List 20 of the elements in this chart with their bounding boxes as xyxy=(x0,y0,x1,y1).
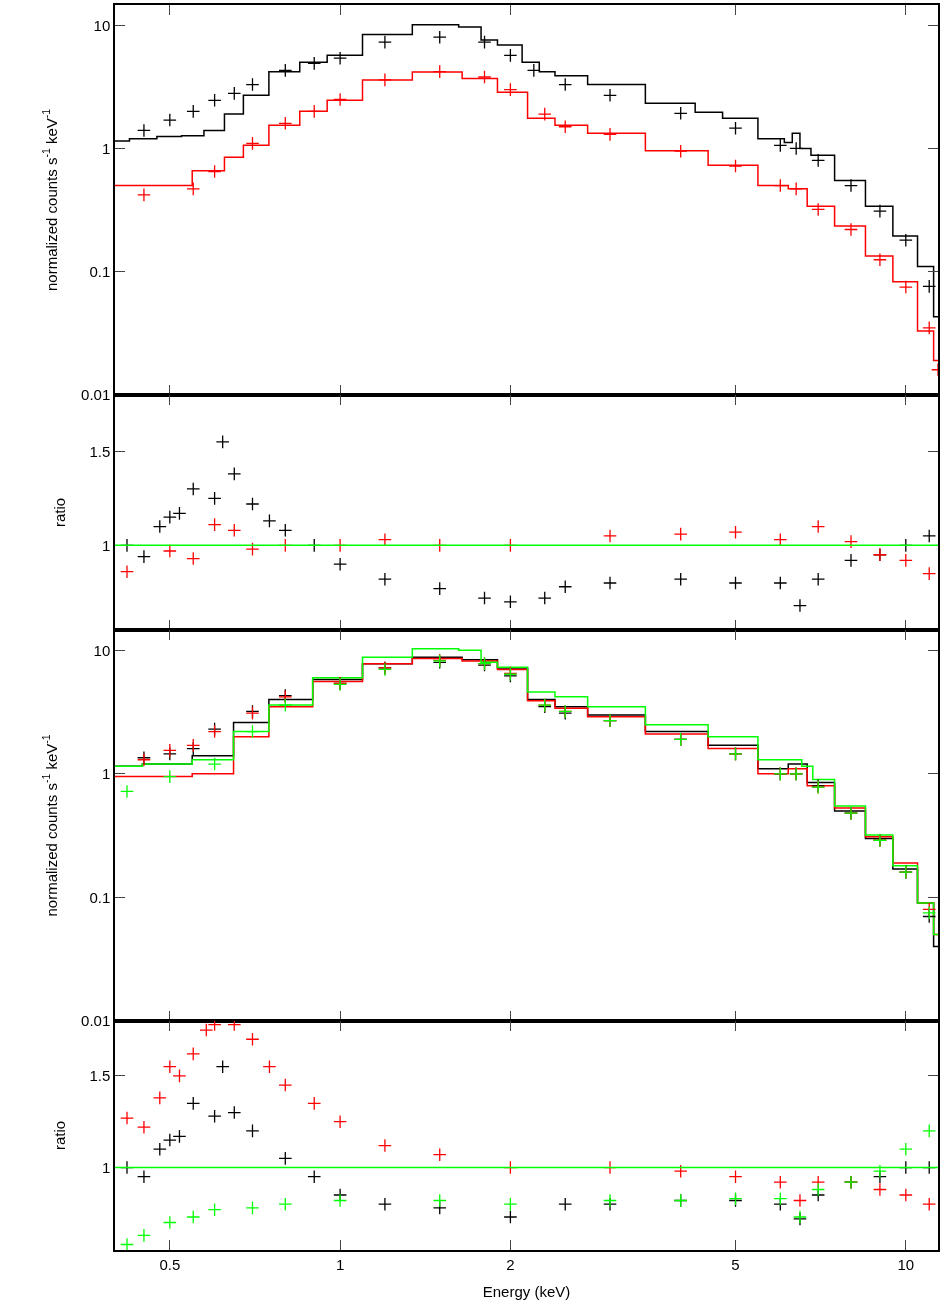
x-tick-label: 5 xyxy=(731,1255,740,1273)
x-tick-label: 2 xyxy=(506,1255,515,1273)
y-tick-label: 10 xyxy=(93,16,111,34)
y-tick-label: 1.5 xyxy=(89,1067,111,1085)
x-axis-title: Energy (keV) xyxy=(482,1283,571,1301)
y-tick-label: 0.01 xyxy=(81,386,111,404)
x-tick-label: 1 xyxy=(335,1255,345,1273)
y-tick-label: 0.01 xyxy=(81,1012,111,1030)
x-tick-label: 10 xyxy=(897,1255,915,1273)
y-axis-title: ratio xyxy=(51,497,69,528)
y-tick-label: 1 xyxy=(101,1158,111,1176)
y-tick-label: 0.1 xyxy=(89,262,111,280)
y-tick-label: 1.5 xyxy=(89,442,111,460)
y-tick-label: 0.1 xyxy=(89,888,111,906)
y-tick-label: 10 xyxy=(93,641,111,659)
x-tick-label: 0.5 xyxy=(159,1255,181,1273)
y-tick-label: 1 xyxy=(101,765,111,783)
y-tick-label: 1 xyxy=(101,536,111,554)
y-axis-title: ratio xyxy=(51,1120,69,1151)
y-tick-label: 1 xyxy=(101,139,111,157)
